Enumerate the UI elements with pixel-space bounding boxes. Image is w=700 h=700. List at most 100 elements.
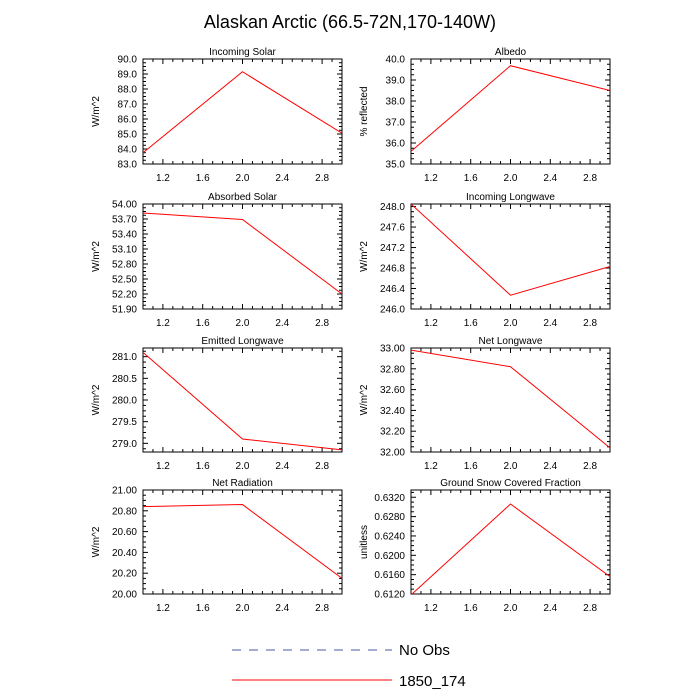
y-tick-label: 20.00 [112,590,137,601]
y-tick-label: 246.4 [380,284,405,295]
y-tick-label: 85.0 [118,130,138,141]
y-axis-label: W/m^2 [91,241,102,272]
panel-ground-snow-covered-fraction: Ground Snow Covered Fraction unitless 1.2 1… [359,478,611,614]
x-tick-label: 2.8 [583,173,597,184]
y-tick-label: 280.0 [112,396,137,407]
plot-frame [410,347,611,453]
series-line-1850-174 [143,504,342,579]
y-tick-label: 52.50 [112,275,137,286]
x-tick-label: 1.6 [464,603,478,614]
x-tick-label: 1.6 [196,461,210,472]
x-tick-label: 2.0 [504,318,518,329]
y-tick-label: 246.0 [380,305,405,316]
x-tick-label: 2.8 [315,603,329,614]
x-tick-label: 1.6 [464,173,478,184]
series-line-1850-174 [411,503,610,594]
x-tick-label: 2.8 [583,603,597,614]
x-tick-label: 1.6 [464,318,478,329]
x-tick-label: 1.2 [156,461,170,472]
x-tick-label: 2.4 [543,461,557,472]
y-axis-label: unitless [359,525,370,559]
x-tick-label: 2.0 [236,461,250,472]
panel-title: Emitted Longwave [201,336,284,347]
y-tick-label: 52.20 [112,290,137,301]
panel-incoming-longwave: Incoming Longwave W/m^2 1.2 1.6 2.0 2.4 2.8 246… [359,192,611,329]
y-tick-label: 279.0 [112,439,137,450]
x-tick-label: 2.8 [315,461,329,472]
panels: Incoming Solar W/m^2 1.2 1.6 2.0 2.4 2.8 83.0 84… [91,47,611,614]
plot-frame [142,347,343,453]
legend-model-label: 1850_174 [399,673,466,690]
x-tick-label: 1.6 [464,461,478,472]
x-tick-label: 2.8 [315,318,329,329]
panel-emitted-longwave: Emitted Longwave W/m^2 1.2 1.6 2.0 2.4 2.8 279.… [91,336,343,472]
y-axis-label: W/m^2 [359,384,370,415]
y-tick-label: 21.00 [112,486,137,497]
y-tick-label: 52.80 [112,260,137,271]
y-tick-label: 88.0 [118,85,138,96]
main-title: Alaskan Arctic (66.5-72N,170-140W) [204,12,496,32]
x-tick-label: 2.8 [583,318,597,329]
y-tick-label: 51.90 [112,305,137,316]
panel-net-radiation: Net Radiation W/m^2 1.2 1.6 2.0 2.4 2.8 20.00 20… [91,478,343,614]
y-axis-label: W/m^2 [91,384,102,415]
panel-title: Net Radiation [212,478,273,489]
plot-frame [410,489,611,595]
y-tick-label: 84.0 [118,145,138,156]
x-tick-label: 1.2 [156,603,170,614]
y-tick-label: 0.6280 [374,512,405,523]
y-tick-label: 32.40 [380,406,405,417]
x-tick-label: 1.2 [424,461,438,472]
y-axis-label: W/m^2 [359,241,370,272]
y-tick-label: 32.80 [380,364,405,375]
plot-frame [410,203,611,310]
y-tick-label: 20.60 [112,527,137,538]
y-tick-label: 83.0 [118,160,138,171]
x-tick-label: 2.0 [504,461,518,472]
y-tick-label: 0.6120 [374,590,405,601]
y-tick-label: 20.20 [112,569,137,580]
panel-title: Absorbed Solar [208,192,278,203]
panel-title: Net Longwave [479,336,543,347]
x-tick-label: 1.2 [156,173,170,184]
x-tick-label: 2.4 [275,603,289,614]
y-tick-label: 281.0 [112,352,137,363]
x-tick-label: 2.4 [543,173,557,184]
y-tick-label: 32.20 [380,427,405,438]
y-tick-label: 0.6160 [374,570,405,581]
y-tick-label: 246.8 [380,264,405,275]
panel-title: Incoming Solar [209,47,276,58]
y-axis-label: W/m^2 [91,96,102,127]
y-tick-label: 86.0 [118,115,138,126]
legend-obs-label: No Obs [399,642,450,659]
panel-title: Ground Snow Covered Fraction [440,478,581,489]
y-tick-label: 0.6240 [374,531,405,542]
y-tick-label: 53.10 [112,245,137,256]
x-tick-label: 1.2 [156,318,170,329]
y-tick-label: 248.0 [380,202,405,213]
y-axis-label: W/m^2 [91,526,102,557]
panel-net-longwave: Net Longwave W/m^2 1.2 1.6 2.0 2.4 2.8 32.00 32.… [359,336,611,472]
x-tick-label: 2.0 [504,173,518,184]
x-tick-label: 1.6 [196,603,210,614]
y-tick-label: 32.60 [380,385,405,396]
x-tick-label: 1.6 [196,173,210,184]
series-line-1850-174 [411,204,610,296]
plot-frame [142,58,343,165]
x-tick-label: 1.2 [424,603,438,614]
y-tick-label: 35.0 [386,160,406,171]
y-tick-label: 20.80 [112,506,137,517]
x-tick-label: 2.0 [236,173,250,184]
panel-incoming-solar: Incoming Solar W/m^2 1.2 1.6 2.0 2.4 2.8 83.0 84… [91,47,343,184]
x-tick-label: 2.4 [275,461,289,472]
legend: No Obs 1850_174 [232,642,466,690]
x-tick-label: 2.0 [504,603,518,614]
y-tick-label: 279.5 [112,417,137,428]
y-tick-label: 89.0 [118,70,138,81]
x-tick-label: 2.8 [315,173,329,184]
panel-albedo: Albedo % reflected 1.2 1.6 2.0 2.4 2.8 35.0 36.0… [359,47,611,184]
x-tick-label: 2.8 [583,461,597,472]
x-tick-label: 2.4 [275,318,289,329]
y-tick-label: 0.6200 [374,551,405,562]
